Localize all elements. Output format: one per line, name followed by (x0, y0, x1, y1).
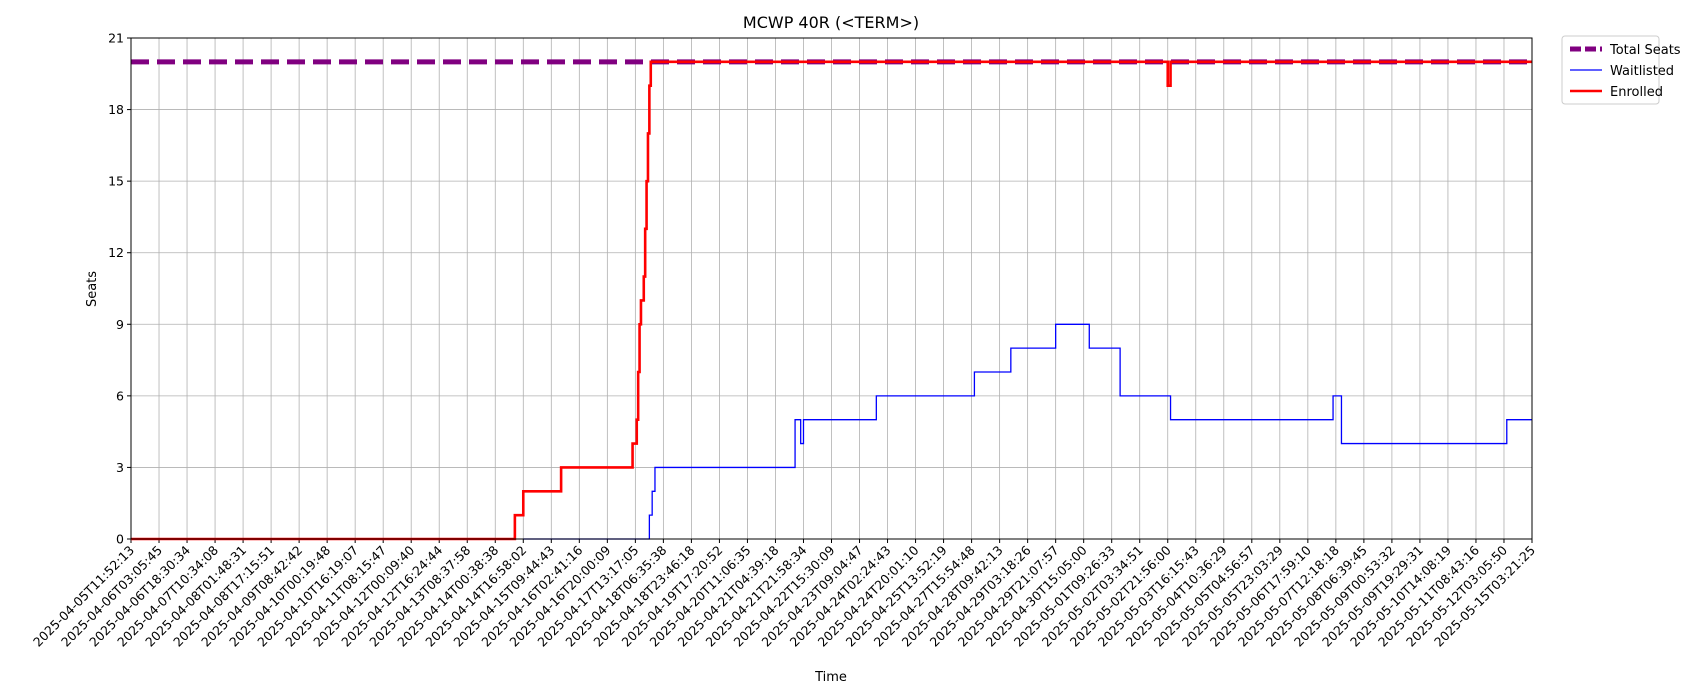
legend-label: Total Seats (1609, 43, 1681, 58)
legend-frame (1561, 35, 1660, 105)
chart-title: MCWP 40R (<TERM>) (743, 13, 919, 32)
legend-label: Enrolled (1610, 85, 1663, 100)
y-tick-label: 9 (116, 317, 124, 332)
x-axis: 2025-04-05T11:52:132025-04-06T03:05:4520… (30, 539, 1538, 650)
series-line-waitlisted (523, 323, 1532, 540)
grid-lines (130, 37, 1533, 540)
series-line-enrolled (131, 60, 1532, 541)
x-axis-label: Time (814, 670, 847, 685)
y-axis: 0 3 6 9 12 15 18 21 (108, 31, 131, 547)
y-tick-label: 0 (116, 532, 124, 547)
y-tick-label: 12 (108, 245, 124, 260)
plot-lines (131, 59, 1532, 541)
y-tick-label: 3 (116, 460, 124, 475)
legend: Total Seats Waitlisted Enrolled (1561, 35, 1681, 105)
y-axis-label: Seats (85, 271, 100, 307)
y-tick-label: 15 (108, 174, 124, 189)
y-tick-label: 18 (108, 102, 124, 117)
plot-frame (130, 37, 1533, 540)
y-tick-label: 6 (116, 388, 124, 403)
y-tick-label: 21 (108, 31, 124, 46)
legend-label: Waitlisted (1610, 64, 1674, 79)
